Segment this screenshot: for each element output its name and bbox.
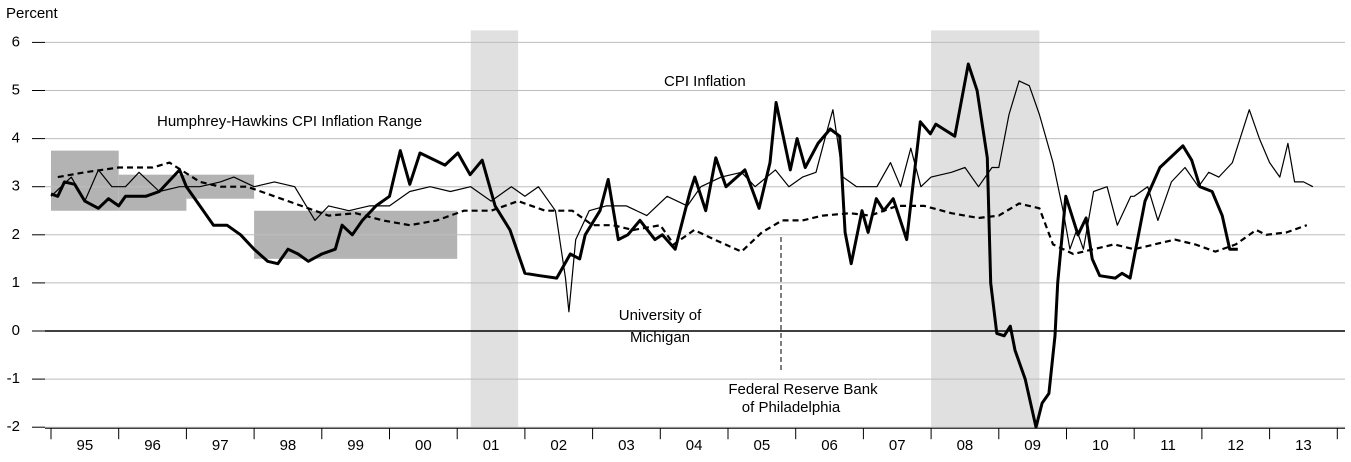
x-tick-label: 07 [889,437,906,454]
background-layer [51,30,1040,428]
x-tick-label: 97 [212,437,229,454]
x-tick-label: 12 [1227,437,1244,454]
series-line [50,62,1238,429]
cpi-annotation: CPI Inflation [664,73,746,90]
y-tick-label: -2 [7,418,20,435]
recession-band [931,30,1040,428]
y-tick-label: 0 [12,322,20,339]
y-axis-label: Percent [6,5,59,22]
lines-layer [50,62,1314,429]
series-line [50,80,1314,313]
x-tick-label: 13 [1295,437,1312,454]
x-tick-label: 02 [550,437,567,454]
y-tick-label: 5 [12,81,20,98]
x-tick-label: 00 [415,437,432,454]
x-tick-label: 99 [347,437,364,454]
y-tick-label: -1 [7,370,20,387]
y-tick-label: 1 [12,274,20,291]
x-tick-label: 95 [77,437,94,454]
x-tick-label: 05 [754,437,771,454]
y-tick-label: 4 [12,130,20,147]
y-tick-label: 2 [12,226,20,243]
x-tick-label: 96 [144,437,161,454]
x-tick-label: 11 [1160,437,1176,454]
range-annotation: Humphrey-Hawkins CPI Inflation Range [157,113,422,130]
series-line [57,161,1308,256]
x-tick-label: 04 [686,437,703,454]
grid-layer [45,41,1345,428]
y-tick-label: 3 [12,178,20,195]
x-tick-label: 98 [280,437,297,454]
y-tick-label: 6 [12,33,20,50]
philadelphia-annotation: Federal Reserve Bank [728,381,878,398]
x-tick-label: 09 [1024,437,1041,454]
x-tick-label: 08 [957,437,974,454]
philadelphia-annotation: of Philadelphia [742,399,841,416]
x-tick-label: 06 [821,437,838,454]
michigan-annotation: University of [619,307,702,324]
x-tick-label: 10 [1092,437,1109,454]
x-tick-label: 03 [618,437,635,454]
michigan-annotation: Michigan [630,329,690,346]
x-tick-label: 01 [483,437,500,454]
